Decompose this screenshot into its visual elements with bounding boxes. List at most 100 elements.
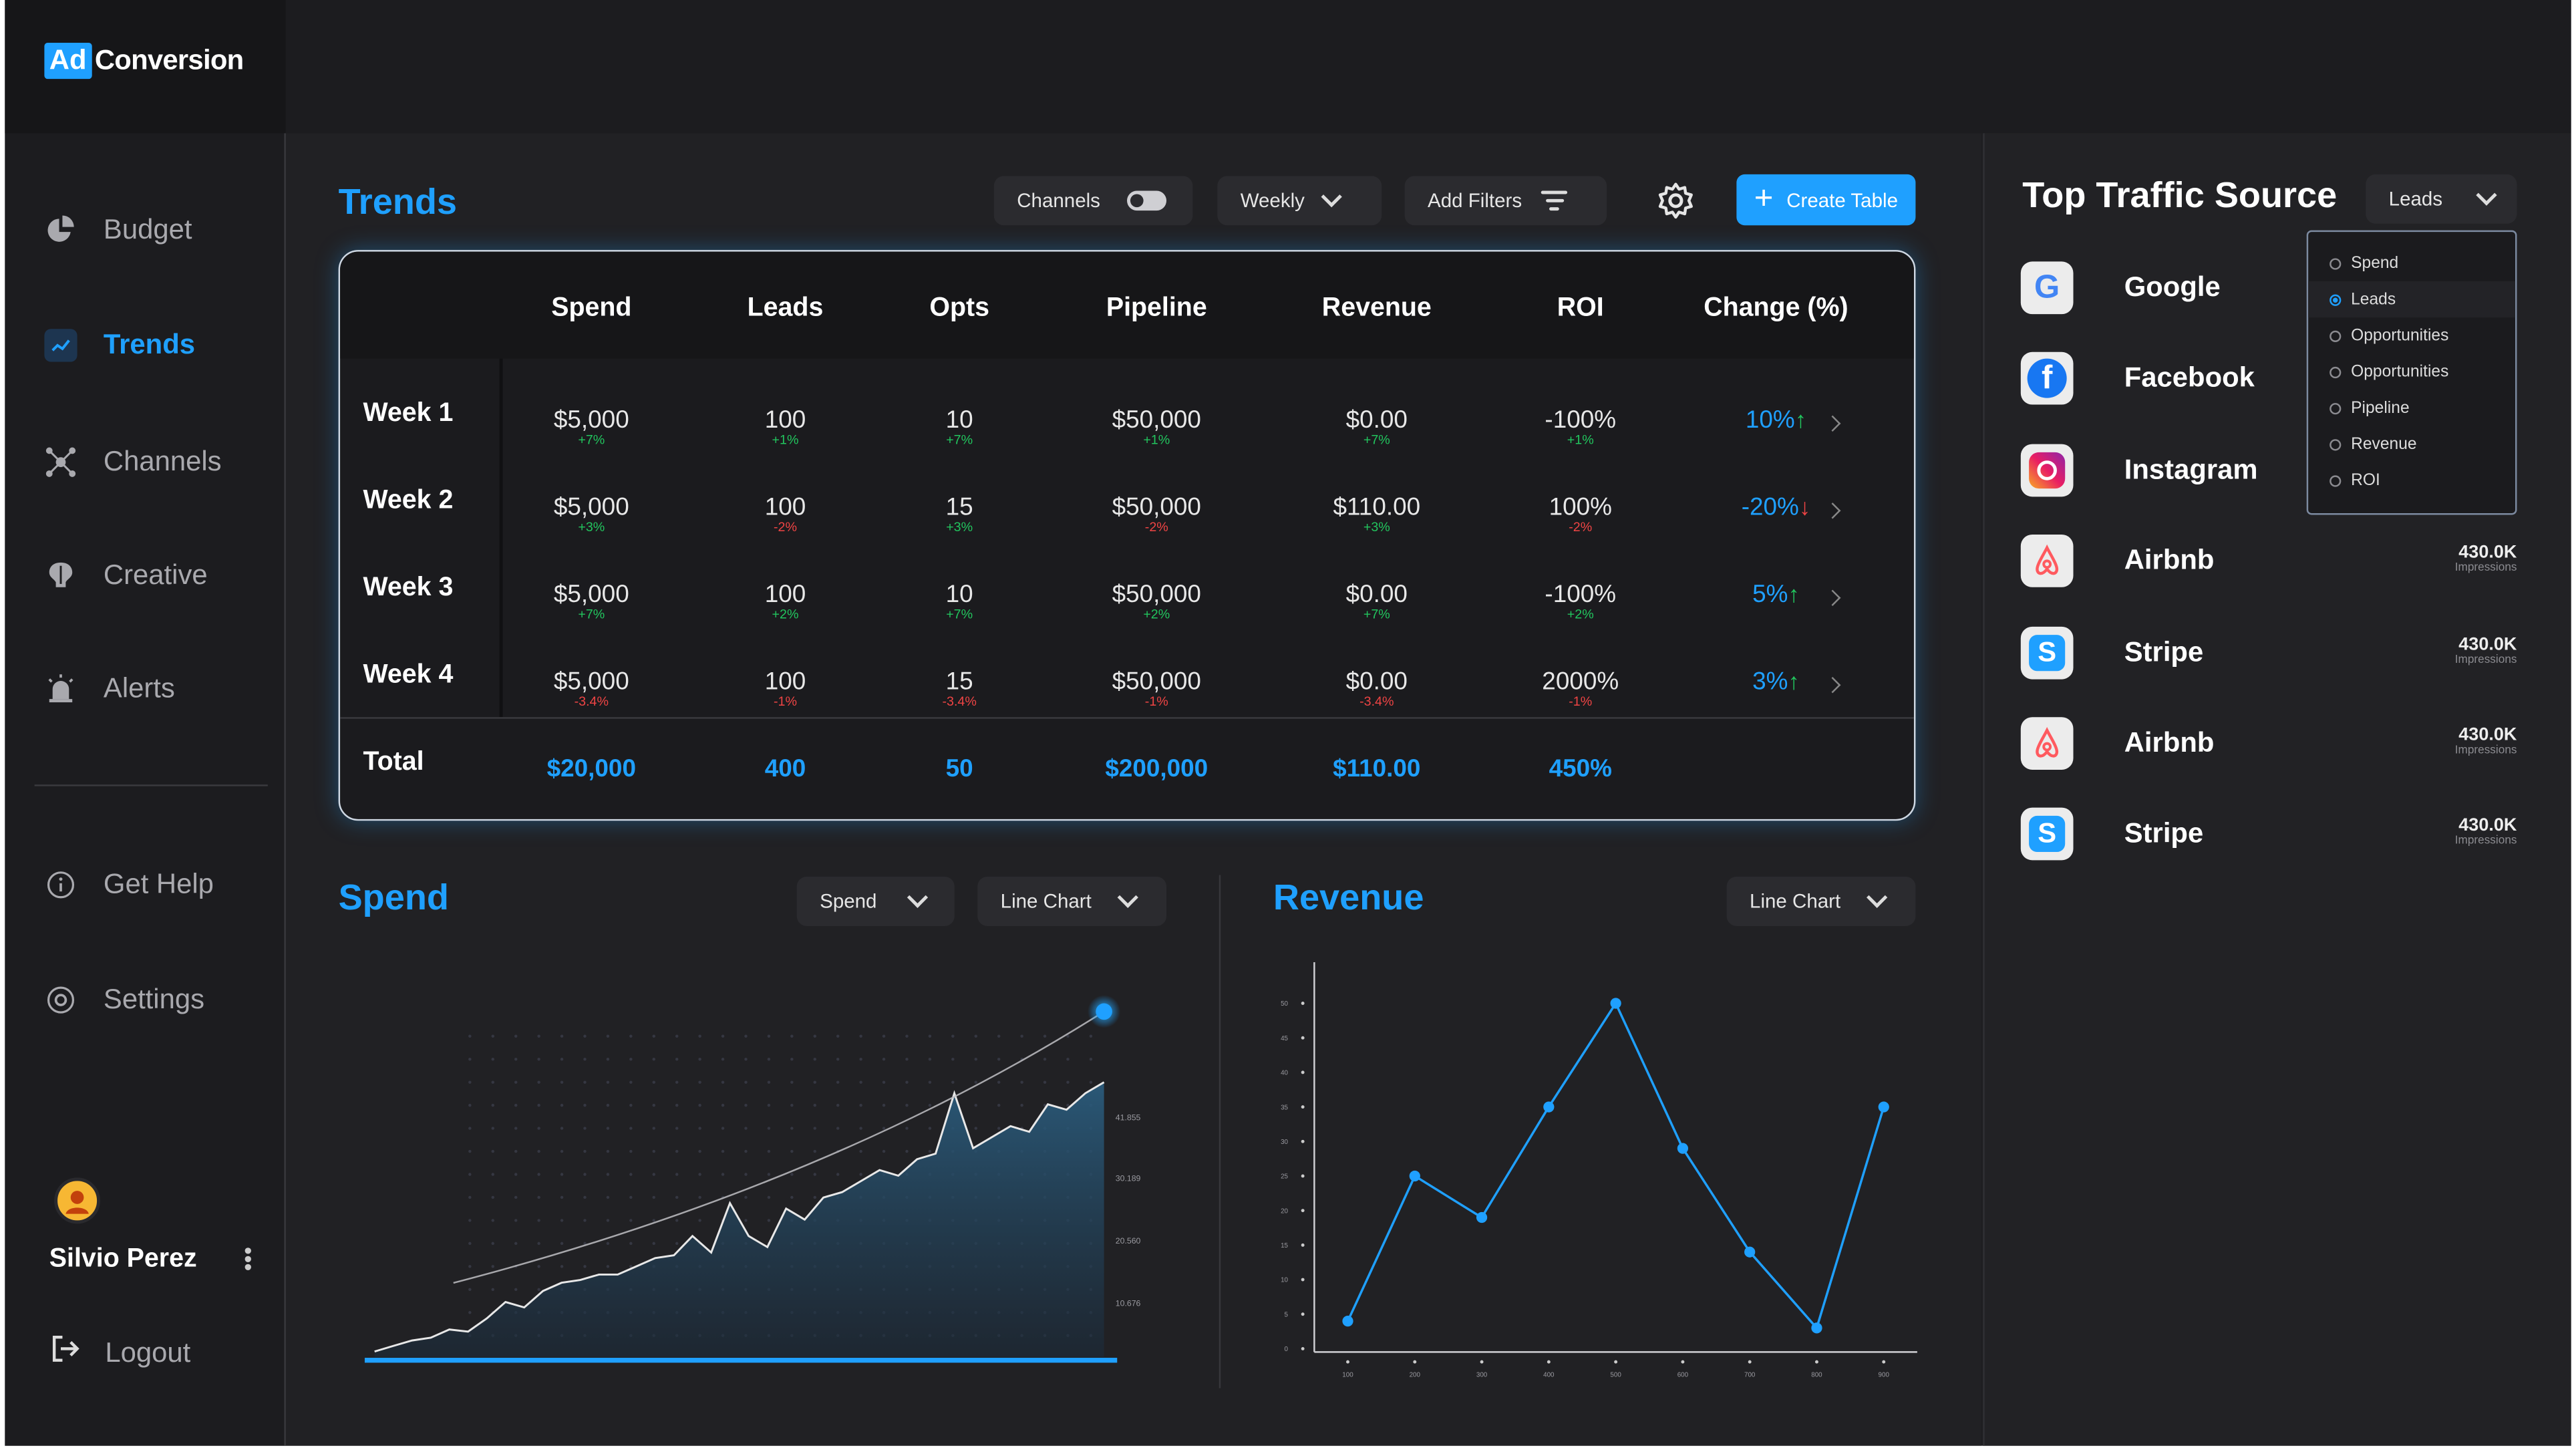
grid-dot [514, 1127, 518, 1130]
grid-dot [560, 1080, 564, 1084]
column-header[interactable]: Opts [929, 294, 989, 323]
dropdown-option[interactable]: Opportunities [2308, 353, 2515, 390]
chevron-right-icon[interactable] [1824, 415, 1841, 432]
metric-value: 430.0K [2458, 635, 2517, 655]
grid-dot [583, 1265, 587, 1268]
grid-dot [629, 1127, 633, 1130]
column-header[interactable]: Pipeline [1106, 294, 1207, 323]
grid-dot [537, 1173, 540, 1176]
dropdown-option[interactable]: ROI [2308, 462, 2515, 498]
spend-metric-select[interactable]: Spend [796, 876, 955, 926]
revenue-chart-type-select[interactable]: Line Chart [1726, 876, 1916, 926]
gear-icon[interactable] [1656, 181, 1696, 221]
change-value: -20%↓ [1742, 493, 1810, 521]
grid-dot [606, 1265, 610, 1268]
grid-dot [767, 1149, 771, 1153]
traffic-source-facebook[interactable]: f Facebook [2020, 351, 2255, 405]
table-cell: $50,000 -2% [1112, 493, 1201, 535]
column-header[interactable]: ROI [1557, 294, 1604, 323]
grid-dot [629, 1103, 633, 1107]
logout-button[interactable]: Logout [49, 1332, 190, 1374]
traffic-source-google[interactable]: G Google [2020, 261, 2221, 315]
sidebar-item-alerts[interactable]: Alerts [44, 673, 175, 706]
revenue-point [1342, 1315, 1353, 1327]
grid-dot [974, 1127, 977, 1130]
traffic-source-stripe[interactable]: S Stripe [2020, 807, 2203, 861]
column-header[interactable]: Revenue [1321, 294, 1432, 323]
grid-dot [468, 1103, 472, 1107]
grid-dot [560, 1242, 564, 1246]
sidebar-item-get-help[interactable]: Get Help [44, 869, 214, 901]
spend-chart-type-select[interactable]: Line Chart [977, 876, 1167, 926]
grid-dot [905, 1103, 909, 1107]
avatar[interactable] [54, 1177, 101, 1224]
table-cell: $0.00 +7% [1346, 581, 1408, 622]
channels-toggle[interactable]: Channels [993, 176, 1193, 226]
grid-dot [813, 1080, 816, 1084]
stripe-icon: S [2020, 807, 2074, 861]
more-options-icon[interactable]: • • • [244, 1237, 253, 1280]
grid-dot [882, 1127, 886, 1130]
traffic-metric-value: Leads [2388, 187, 2443, 211]
cell-delta: -2% [773, 519, 797, 535]
grid-dot [790, 1195, 794, 1199]
column-header[interactable]: Change (%) [1704, 294, 1848, 323]
dropdown-option[interactable]: Leads [2308, 281, 2516, 318]
sidebar-item-settings[interactable]: Settings [44, 984, 204, 1016]
grid-dot [468, 1288, 472, 1292]
chevron-right-icon[interactable] [1824, 589, 1841, 606]
traffic-source-stripe[interactable]: S Stripe [2020, 626, 2203, 680]
x-tick [1346, 1360, 1349, 1364]
change-text: 10% [1745, 406, 1795, 434]
traffic-source-instagram[interactable]: Instagram [2020, 444, 2258, 497]
grid-dot [836, 1057, 840, 1061]
chevron-right-icon[interactable] [1824, 677, 1841, 694]
grid-dot [629, 1080, 633, 1084]
cell-value: 100 [764, 406, 806, 434]
channels-icon [44, 446, 77, 478]
toggle-switch[interactable] [1126, 190, 1166, 211]
traffic-metric-select[interactable]: Leads [2366, 174, 2517, 224]
x-tick [1681, 1360, 1685, 1364]
change-value: 3%↑ [1752, 668, 1800, 696]
traffic-source-airbnb[interactable]: Airbnb [2020, 534, 2215, 587]
sidebar-item-creative[interactable]: Creative [44, 559, 208, 592]
grid-dot [836, 1173, 840, 1176]
grid-dot [698, 1057, 701, 1061]
traffic-source-name: Google [2124, 271, 2221, 303]
user-name: Silvio Perez [49, 1245, 197, 1274]
chevron-right-icon[interactable] [1824, 502, 1841, 519]
grid-dot [721, 1080, 725, 1084]
grid-dot [606, 1080, 610, 1084]
grid-dot [629, 1149, 633, 1153]
y-tick [1301, 1243, 1305, 1247]
add-filters-button[interactable]: Add Filters [1404, 176, 1607, 226]
logo[interactable]: Ad Conversion [44, 42, 244, 80]
traffic-source-name: Airbnb [2124, 544, 2215, 576]
cell-value: 100 [764, 493, 806, 522]
dropdown-option[interactable]: Opportunities [2308, 317, 2515, 353]
grid-dot [744, 1103, 748, 1107]
sidebar-item-budget[interactable]: Budget [44, 214, 192, 247]
projection-point [1096, 1003, 1112, 1020]
column-header[interactable]: Spend [551, 294, 632, 323]
sidebar-item-trends[interactable]: Trends [44, 329, 195, 362]
grid-dot [790, 1127, 794, 1130]
dropdown-option[interactable]: Revenue [2308, 426, 2515, 462]
grid-dot [997, 1080, 1001, 1084]
logo-ad-mark: Ad [44, 42, 92, 80]
grid-dot [859, 1149, 862, 1153]
traffic-source-airbnb[interactable]: Airbnb [2020, 717, 2214, 770]
grid-dot [675, 1057, 679, 1061]
logo-text: Conversion [94, 44, 244, 76]
dropdown-option[interactable]: Spend [2308, 245, 2515, 281]
period-select[interactable]: Weekly [1217, 176, 1382, 226]
column-header[interactable]: Leads [747, 294, 824, 323]
cell-value: 2000% [1542, 668, 1619, 696]
sidebar-item-channels[interactable]: Channels [44, 446, 222, 478]
dropdown-option[interactable]: Pipeline [2308, 390, 2515, 426]
table-cell: $5,000 -3.4% [554, 668, 629, 709]
y-tick [1301, 1070, 1305, 1074]
sidebar-item-label: Creative [103, 559, 208, 591]
create-table-button[interactable]: + Create Table [1736, 174, 1916, 226]
